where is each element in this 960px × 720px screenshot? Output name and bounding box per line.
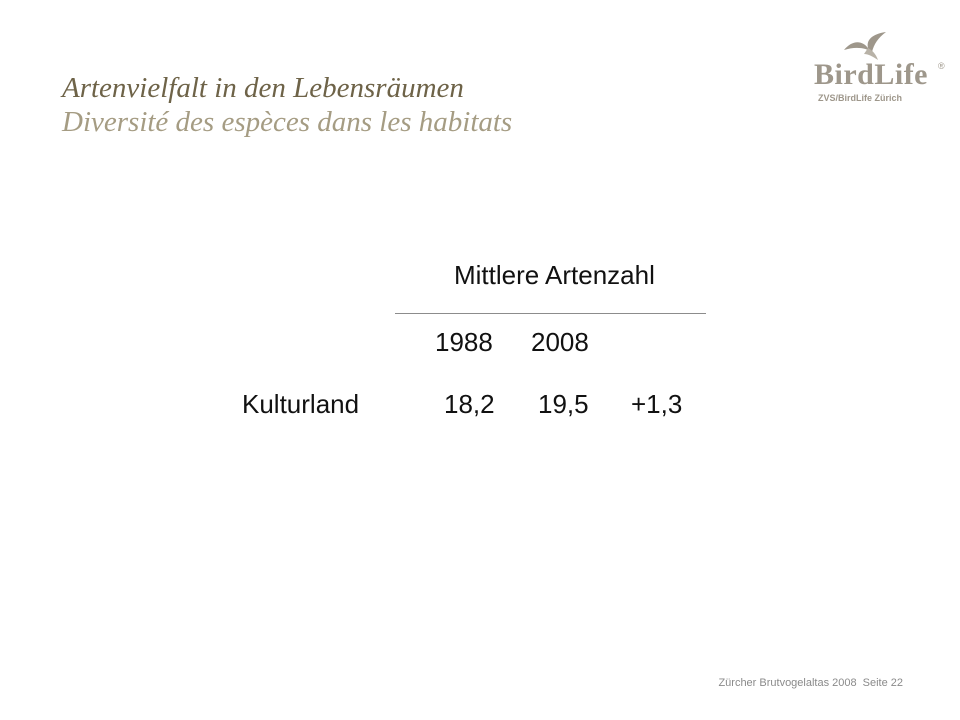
table-header: Mittlere Artenzahl	[454, 260, 655, 290]
title-french: Diversité des espèces dans les habitats	[62, 106, 513, 138]
value-1988: 18,2	[444, 389, 495, 419]
bird-icon	[844, 32, 886, 60]
logo-wordmark: BirdLife	[814, 58, 928, 91]
year-2008: 2008	[531, 327, 589, 357]
footer-publication: Zürcher Brutvogelaltas 2008	[718, 677, 857, 689]
logo-registered-mark: ®	[938, 61, 945, 71]
value-2008: 19,5	[538, 389, 589, 419]
page-number: Seite 22	[862, 677, 903, 689]
year-1988: 1988	[435, 327, 493, 357]
title-german: Artenvielfalt in den Lebensräumen	[62, 72, 464, 104]
birdlife-logo: BirdLife ® ZVS/BirdLife Zürich	[808, 32, 945, 104]
header-rule	[395, 313, 706, 314]
row-label: Kulturland	[242, 389, 360, 419]
value-change: +1,3	[631, 389, 683, 419]
footer: Zürcher Brutvogelaltas 2008 Seite 22	[680, 678, 903, 689]
logo-subtitle: ZVS/BirdLife Zürich	[818, 93, 903, 103]
